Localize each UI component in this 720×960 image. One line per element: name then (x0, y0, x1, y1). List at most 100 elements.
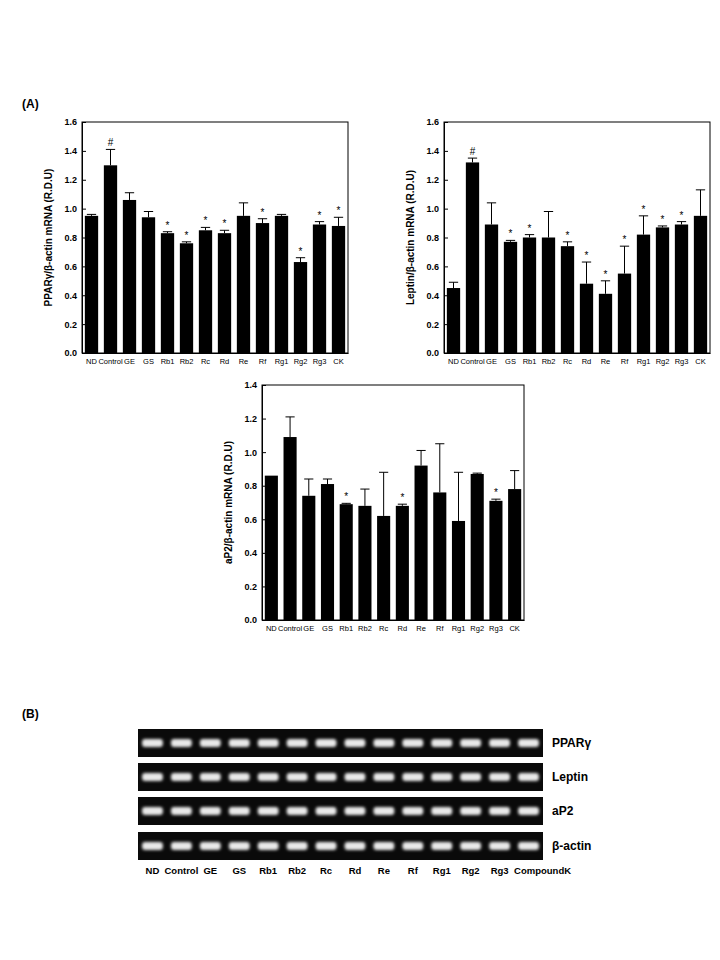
y-tick-label: 0.8 (426, 233, 439, 243)
y-tick-label: 1.0 (244, 448, 257, 458)
bar (294, 262, 307, 353)
bar (599, 294, 612, 353)
x-tick-label: CK (695, 357, 705, 366)
gel-band (258, 739, 279, 747)
error-bar (201, 227, 210, 230)
x-tick: Rd (398, 620, 408, 633)
error-bar (601, 281, 610, 294)
error-bar (106, 149, 115, 165)
error-bar (125, 193, 134, 200)
y-tick-mark (262, 452, 266, 453)
y-tick-mark (82, 151, 86, 152)
x-axis: NDControlGEGSRb1Rb2RcRdReRfRg1Rg2Rg3CK (263, 620, 525, 633)
x-tick-label: Rg1 (275, 357, 289, 366)
error-bar (144, 212, 153, 218)
y-tick-label: 1.4 (64, 146, 77, 156)
x-tick-label: GE (303, 624, 314, 633)
x-tick-label: Rb2 (358, 624, 372, 633)
x-tick-label: Re (239, 357, 249, 366)
bar (471, 474, 484, 620)
gel-band (402, 807, 423, 815)
x-tick: Control (98, 353, 123, 366)
gel-band (402, 739, 423, 747)
y-tick-label: 0.4 (64, 291, 77, 301)
significance-mark: * (261, 207, 265, 218)
significance-mark: * (337, 205, 341, 216)
y-tick-label: 0.2 (426, 320, 439, 330)
bar (321, 484, 334, 620)
chart: 0.00.20.40.60.81.01.21.41.6NDControlGEGS… (43, 117, 349, 366)
gel-band (431, 807, 452, 815)
significance-mark: * (494, 487, 498, 498)
x-tick-label: Rb1 (339, 624, 353, 633)
error-bar (620, 246, 629, 273)
gel-band (373, 739, 394, 747)
gel-lane-label: Rb1 (259, 865, 278, 876)
y-tick-label: 1.2 (426, 175, 439, 185)
gel-band (431, 842, 452, 850)
error-bar (334, 217, 343, 226)
significance-mark: * (528, 223, 532, 234)
y-tick-label: 0.8 (244, 481, 257, 491)
error-bar (379, 472, 388, 516)
significance-mark: * (680, 210, 684, 221)
bar (542, 238, 555, 354)
gel-band (345, 807, 366, 815)
x-tick-label: Control (460, 357, 485, 366)
bar (489, 501, 502, 620)
gel-band (460, 773, 481, 781)
bar (284, 437, 297, 620)
x-tick-label: Rf (436, 624, 444, 633)
gel-gene-label: β-actin (552, 839, 591, 853)
gel-band (287, 739, 308, 747)
gel-lane-label: ND (146, 865, 160, 876)
x-tick: CK (509, 620, 519, 633)
error-bar (525, 235, 534, 238)
x-tick-label: Rd (398, 624, 408, 633)
plot-frame (262, 385, 524, 620)
error-bar (296, 258, 305, 262)
error-bar (449, 282, 458, 288)
error-bar (677, 222, 686, 225)
x-tick: Rb2 (180, 353, 194, 366)
y-tick: 0.4 (426, 291, 448, 301)
error-bar (696, 190, 705, 216)
error-bar (277, 214, 286, 215)
gel-band (171, 842, 192, 850)
x-tick-label: Control (98, 357, 123, 366)
significance-mark: * (204, 215, 208, 226)
x-tick-label: CK (509, 624, 519, 633)
gel-gene-label: aP2 (552, 804, 574, 818)
error-bar (239, 203, 248, 216)
y-tick-label: 1.6 (426, 117, 439, 127)
y-axis: 0.00.20.40.60.81.01.21.41.6 (426, 117, 448, 358)
gel-lane-label: Rg1 (433, 865, 452, 876)
y-tick-label: 0.6 (426, 262, 439, 272)
figure: (A)(B)0.00.20.40.60.81.01.21.41.6NDContr… (0, 0, 720, 960)
y-tick-label: 0.6 (64, 262, 77, 272)
gel-band (345, 739, 366, 747)
y-tick: 0.2 (64, 320, 86, 330)
error-bar (258, 219, 267, 223)
bar (340, 504, 353, 620)
y-tick: 1.4 (64, 146, 86, 156)
gel-band (402, 773, 423, 781)
gel-gene-label: PPARγ (552, 736, 591, 750)
x-tick: ND (266, 620, 277, 633)
gel-band (200, 807, 221, 815)
gel-band (345, 773, 366, 781)
bar (180, 243, 193, 353)
gel-band (518, 842, 539, 850)
gel-band (460, 807, 481, 815)
error-bar (360, 489, 369, 506)
y-tick: 0.4 (64, 291, 86, 301)
error-bar (304, 479, 313, 496)
y-tick: 0.8 (426, 233, 448, 243)
y-tick-mark (444, 151, 448, 152)
chart: 0.00.20.40.60.81.01.21.41.6NDControlGEGS… (405, 117, 711, 366)
y-axis: 0.00.20.40.60.81.01.21.41.6 (64, 117, 86, 358)
x-tick: Rc (379, 620, 388, 633)
gel-band (373, 807, 394, 815)
gel-lane-label: Control (165, 865, 199, 876)
x-tick: Rg1 (637, 353, 651, 366)
